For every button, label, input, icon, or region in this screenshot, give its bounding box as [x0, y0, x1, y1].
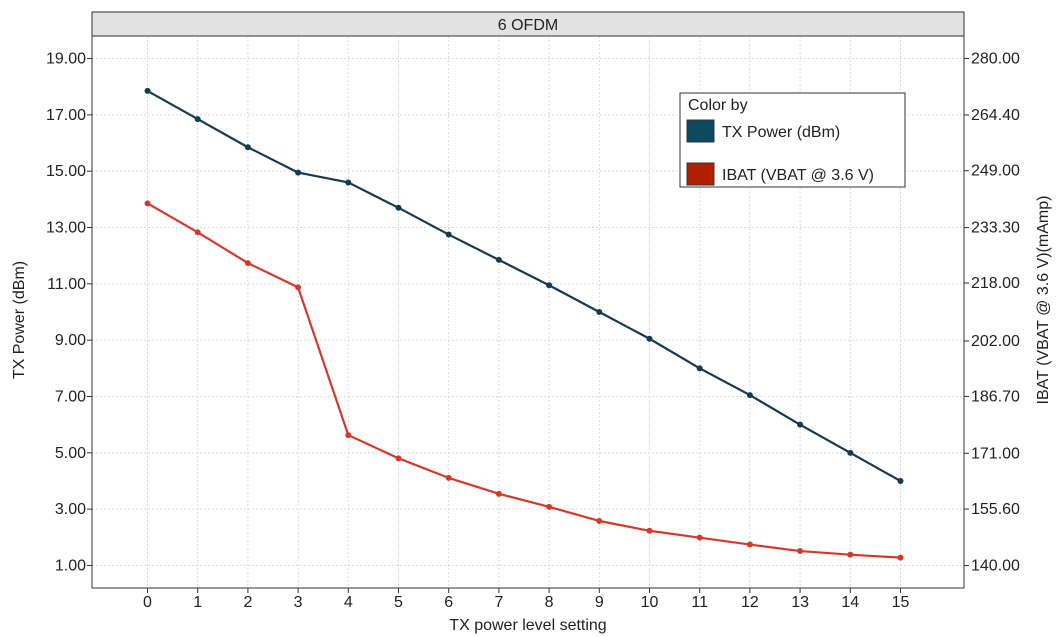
- series-0-point: [646, 335, 653, 342]
- series-0-point: [445, 231, 452, 238]
- series-1-point: [295, 284, 302, 291]
- x-tick-label: 0: [143, 594, 152, 611]
- x-tick-label: 1: [193, 594, 202, 611]
- x-tick-label: 2: [243, 594, 252, 611]
- y-tick-label: 17.00: [46, 107, 86, 124]
- y2-tick-label: 202.00: [971, 333, 1020, 350]
- y-tick-label: 11.00: [47, 276, 86, 293]
- x-tick-label: 10: [641, 594, 659, 611]
- x-axis-title: TX power level setting: [449, 617, 606, 634]
- y-axis-title: TX Power (dBm): [11, 261, 28, 379]
- series-0-point: [194, 116, 201, 123]
- series-1-point: [144, 200, 151, 207]
- series-1-point: [244, 260, 251, 267]
- facet-strip: [91, 11, 965, 37]
- facet-title: 6 OFDM: [498, 17, 558, 34]
- x-tick-label: 15: [892, 594, 910, 611]
- series-0-point: [797, 421, 804, 428]
- x-tick-label: 5: [394, 594, 403, 611]
- series-1-point: [746, 541, 753, 548]
- series-0-point: [746, 392, 753, 399]
- y-tick-label: 15.00: [46, 163, 86, 180]
- x-axis: 0 1 2 3 4 5 6 7 8 9 10 11 12 13 14 15: [143, 588, 910, 611]
- x-tick-label: 7: [494, 594, 503, 611]
- series-1-point: [897, 554, 904, 561]
- y2-axis-title: IBAT (VBAT @ 3.6 V)(mAmp): [1035, 196, 1052, 405]
- legend: Color by TX Power (dBm) IBAT (VBAT @ 3.6…: [679, 92, 906, 188]
- y2-tick-label: 140.00: [971, 558, 1020, 575]
- x-tick-label: 14: [841, 594, 859, 611]
- series-line-0: [146, 89, 902, 482]
- series-1-point: [495, 490, 502, 497]
- x-tick-label: 13: [791, 594, 809, 611]
- series-1-point: [596, 517, 603, 524]
- x-tick-label: 9: [595, 594, 604, 611]
- legend-label-tx-power: TX Power (dBm): [722, 124, 840, 141]
- y-tick-label: 9.00: [55, 332, 86, 349]
- series-1-point: [395, 455, 402, 462]
- series-0-point: [295, 169, 302, 176]
- legend-box: [679, 92, 906, 188]
- x-tick-label: 4: [344, 594, 353, 611]
- series-1-point: [797, 548, 804, 555]
- legend-swatch-tx-power: [686, 119, 715, 143]
- y-tick-label: 5.00: [55, 445, 86, 462]
- series-0-point: [244, 144, 251, 151]
- series-0-point: [345, 179, 352, 186]
- x-tick-label: 8: [545, 594, 554, 611]
- x-tick-label: 3: [294, 594, 303, 611]
- series-0-point: [847, 449, 854, 456]
- series-layer: [144, 87, 904, 561]
- y2-tick-label: 233.30: [971, 220, 1020, 237]
- x-tick-label: 6: [444, 594, 453, 611]
- y2-tick-label: 280.00: [971, 50, 1020, 67]
- series-line-1: [146, 202, 901, 559]
- y-tick-label: 13.00: [46, 220, 86, 237]
- series-0-point: [144, 87, 151, 94]
- legend-title: Color by: [688, 97, 748, 114]
- series-0-point: [395, 204, 402, 211]
- y2-tick-label: 155.60: [971, 501, 1020, 518]
- y2-tick-label: 218.00: [971, 275, 1020, 292]
- series-1-point: [345, 432, 352, 439]
- series-1-point: [646, 527, 653, 534]
- series-1-point: [194, 229, 201, 236]
- series-0-point: [596, 309, 603, 315]
- series-1-point: [696, 534, 703, 541]
- y-tick-label: 7.00: [55, 388, 86, 405]
- series-1-point: [847, 551, 854, 558]
- right-axis: 140.00 155.60 171.00 186.70 202.00 218.00 233.…: [964, 50, 1020, 575]
- left-axis: 1.00 3.00 5.00 7.00 9.00 11.00 13.00 15.00 17.00…: [46, 51, 92, 574]
- y-tick-label: 19.00: [46, 51, 86, 68]
- y-tick-label: 3.00: [55, 501, 86, 518]
- series-1-point: [445, 474, 452, 481]
- series-0-point: [897, 477, 904, 484]
- legend-label-ibat: IBAT (VBAT @ 3.6 V): [722, 167, 874, 184]
- series-0-point: [495, 256, 502, 263]
- series-1-point: [546, 503, 553, 510]
- series-0-point: [696, 365, 703, 372]
- y2-tick-label: 249.00: [971, 163, 1020, 180]
- y2-tick-label: 171.00: [971, 445, 1020, 462]
- legend-swatch-ibat: [686, 162, 715, 186]
- x-tick-label: 12: [741, 594, 759, 611]
- y-tick-label: 1.00: [55, 557, 86, 574]
- y2-tick-label: 264.40: [971, 107, 1020, 124]
- series-0-point: [546, 282, 553, 289]
- x-tick-label: 11: [691, 594, 708, 611]
- y2-tick-label: 186.70: [971, 388, 1020, 405]
